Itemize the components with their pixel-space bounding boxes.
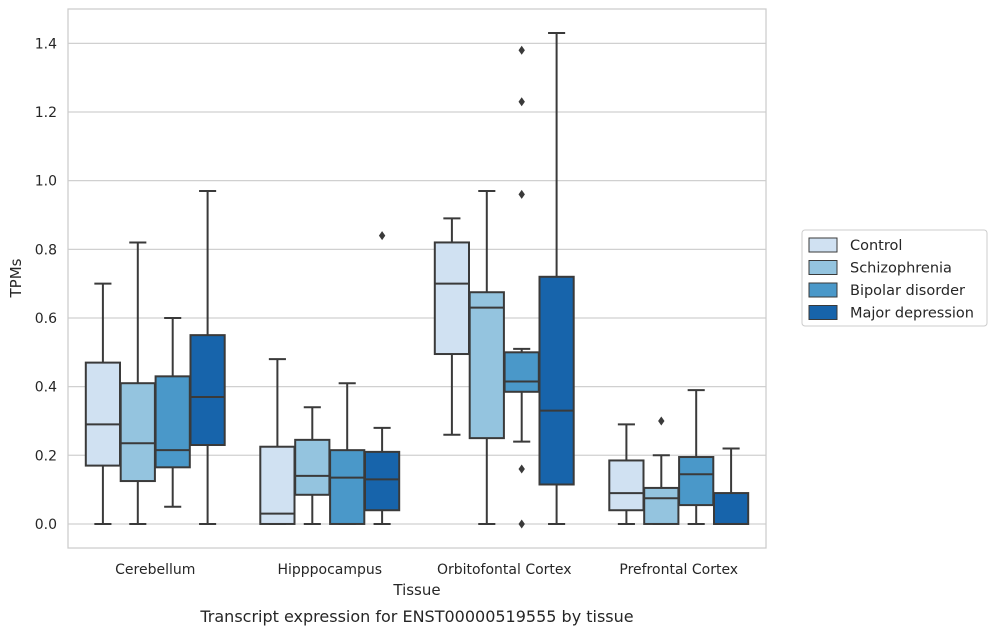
y-tick-label: 1.0 bbox=[35, 174, 57, 190]
legend-swatch bbox=[808, 260, 838, 275]
box bbox=[538, 32, 575, 525]
y-tick-label: 1.2 bbox=[35, 105, 57, 121]
box bbox=[84, 282, 122, 525]
y-tick-label: 0.8 bbox=[35, 242, 57, 258]
box-body bbox=[468, 291, 505, 440]
box-body bbox=[363, 450, 401, 512]
outlier-point bbox=[518, 464, 525, 474]
box bbox=[643, 416, 680, 525]
legend-label: Major depression bbox=[850, 306, 974, 322]
box-body bbox=[608, 459, 645, 512]
outlier-point bbox=[518, 97, 525, 107]
legend-label: Control bbox=[850, 238, 902, 254]
box bbox=[119, 241, 156, 525]
box-body bbox=[712, 492, 750, 525]
box bbox=[503, 45, 540, 529]
legend-item: Control bbox=[808, 237, 902, 254]
y-tick-labels: 0.0 0.2 0.4 0.6 0.8 1.0 1.2 1.4 bbox=[35, 36, 57, 533]
box bbox=[294, 406, 331, 525]
box-body bbox=[329, 449, 366, 525]
legend-item: Bipolar disorder bbox=[808, 282, 965, 299]
outlier-point bbox=[518, 519, 525, 529]
y-tick-label: 0.6 bbox=[35, 311, 57, 327]
legend: Control Schizophrenia Bipolar disorder Majo… bbox=[801, 229, 988, 327]
legend-label: Bipolar disorder bbox=[850, 283, 965, 299]
legend-swatch bbox=[808, 305, 838, 320]
box-body bbox=[678, 456, 715, 507]
legend-label: Schizophrenia bbox=[850, 261, 952, 277]
outlier-point bbox=[518, 45, 525, 55]
legend-frame bbox=[801, 229, 988, 327]
outlier-point bbox=[518, 189, 525, 199]
box-plot-series bbox=[84, 32, 750, 529]
box-body bbox=[259, 445, 296, 525]
y-axis-label: TPMs bbox=[7, 258, 25, 298]
box bbox=[468, 189, 505, 525]
legend-swatch bbox=[808, 237, 838, 253]
box bbox=[712, 447, 750, 525]
legend-item: Schizophrenia bbox=[808, 260, 952, 277]
series-control bbox=[84, 217, 645, 525]
y-tick-label: 0.0 bbox=[35, 517, 57, 533]
box-body bbox=[643, 486, 680, 525]
series-bipolar-disorder bbox=[154, 45, 715, 529]
box bbox=[678, 389, 715, 525]
outlier-point bbox=[658, 416, 665, 426]
x-tick-label: Cerebellum bbox=[115, 562, 195, 578]
x-tick-label: Orbitofontal Cortex bbox=[437, 562, 572, 578]
y-tick-label: 0.4 bbox=[35, 380, 57, 396]
box-body bbox=[538, 275, 575, 486]
plot-frame bbox=[67, 8, 767, 549]
box-body bbox=[84, 361, 122, 467]
x-tick-labels: Cerebellum Hipppocampus Orbitofontal Corte… bbox=[115, 562, 738, 578]
box-body bbox=[503, 351, 540, 393]
box bbox=[259, 358, 296, 525]
x-tick-label: Hipppocampus bbox=[277, 562, 382, 578]
x-tick-label: Prefrontal Cortex bbox=[619, 562, 738, 578]
box-body bbox=[189, 334, 226, 447]
box-body bbox=[119, 382, 156, 483]
chart-caption: Transcript expression for ENST0000051955… bbox=[199, 607, 633, 626]
box bbox=[608, 423, 645, 525]
series-major-depression bbox=[189, 32, 750, 525]
y-tick-label: 0.2 bbox=[35, 448, 57, 464]
box bbox=[189, 189, 226, 525]
outlier-point bbox=[378, 231, 386, 241]
box-body bbox=[294, 438, 331, 496]
x-axis-label: Tissue bbox=[392, 581, 440, 599]
series-schizophrenia bbox=[119, 189, 680, 525]
y-tick-label: 1.4 bbox=[35, 36, 57, 52]
legend-item: Major depression bbox=[808, 305, 974, 322]
box-body bbox=[154, 375, 191, 469]
box bbox=[154, 316, 191, 508]
box-body bbox=[433, 241, 471, 356]
legend-swatch bbox=[808, 282, 838, 298]
box bbox=[363, 231, 401, 525]
box bbox=[433, 217, 471, 436]
box bbox=[329, 382, 366, 525]
